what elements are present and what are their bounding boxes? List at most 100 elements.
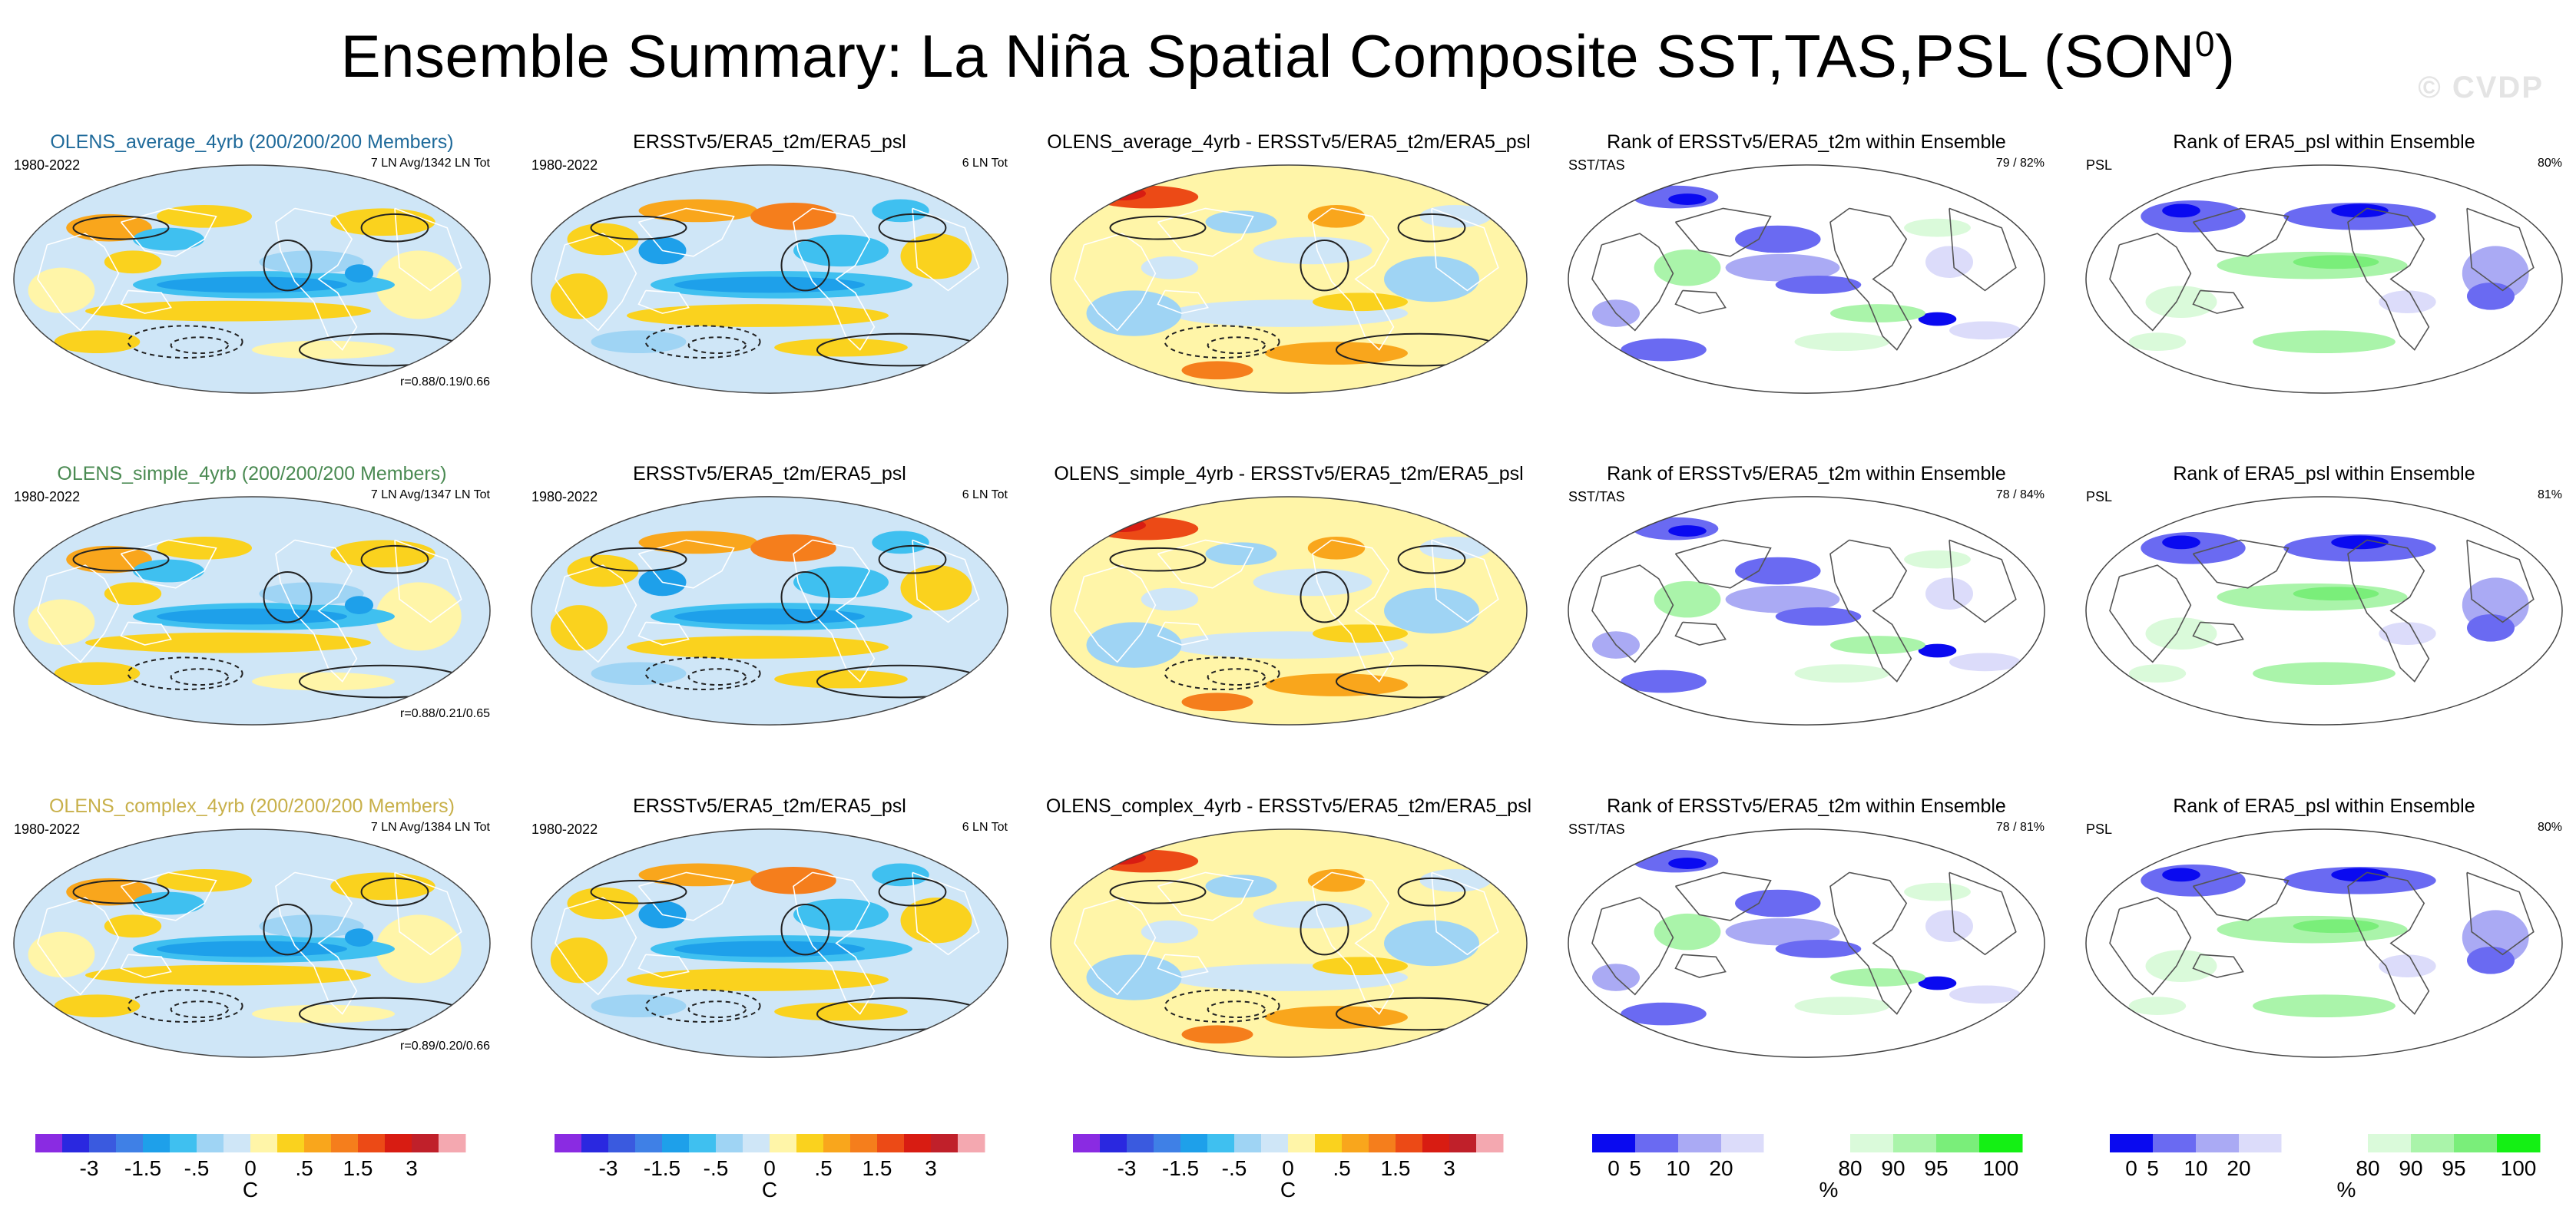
colorbar-swatch-2: [1100, 1134, 1127, 1152]
map-region-9: [2293, 919, 2379, 934]
map-region-7: [1918, 643, 1957, 658]
colorbar-swatch-15: [931, 1134, 959, 1152]
map-region-9: [1621, 338, 1707, 362]
map-region-12: [252, 1004, 395, 1023]
panel-title: OLENS_simple_4yrb (200/200/200 Members): [57, 463, 446, 484]
map-region-3: [1098, 851, 1146, 865]
map-fill: [1051, 829, 1527, 1057]
panel-right-label: 80%: [2538, 821, 2562, 834]
colorbar-unit-label: C: [1280, 1178, 1296, 1202]
coastline-3: [1674, 539, 1772, 589]
map-region-12: [1141, 920, 1199, 944]
coastline-5: [2466, 871, 2535, 956]
map-region-13: [2128, 997, 2187, 1016]
colorbar-swatch-8: [1893, 1134, 1937, 1152]
panel-footer-label: r=0.89/0.20/0.66: [400, 1040, 490, 1053]
colorbar-swatch-7: [1234, 1134, 1262, 1152]
colorbar-swatch-2: [1635, 1134, 1679, 1152]
map-border: [13, 828, 491, 1058]
map-border: [531, 496, 1008, 726]
colorbar-swatch-6: [1806, 1133, 1851, 1153]
map-region-9: [2293, 587, 2379, 601]
map-region-14: [1925, 577, 1973, 610]
colorbar-tick-label: -.5: [184, 1156, 210, 1180]
map-border: [2085, 496, 2563, 726]
colorbar-swatch-5: [1763, 1133, 1808, 1153]
coastline-3: [120, 539, 217, 589]
colorbar-tick-label: 5: [2147, 1156, 2159, 1180]
figure-title-close: ): [2214, 22, 2236, 90]
map-region-10: [900, 233, 972, 279]
colorbar-3: -3 -1.5 -.5 0 .5 1.5 3 C: [1073, 1134, 1504, 1202]
panel-title: OLENS_average_4yrb - ERSSTv5/ERA5_t2m/ER…: [1047, 131, 1530, 153]
map-region-3: [750, 867, 836, 894]
map-region-6: [1775, 607, 1862, 626]
map-region-3: [1098, 187, 1146, 201]
map-region-2: [1093, 517, 1199, 541]
coastline-4: [120, 954, 172, 978]
colorbar-swatch-1: [1592, 1134, 1636, 1152]
coastline-5: [1431, 871, 1499, 956]
psl-contour-6: [1397, 213, 1466, 243]
colorbar-swatch-6: [2324, 1133, 2369, 1153]
map-region-5: [627, 968, 889, 991]
colorbar-swatch-4: [1721, 1134, 1765, 1152]
panel-title: OLENS_complex_4yrb (200/200/200 Members): [49, 795, 455, 817]
map-region-3: [2162, 203, 2200, 218]
coastline-5: [2466, 207, 2535, 292]
map-region-11: [1654, 913, 1721, 951]
colorbar-swatch-14: [385, 1134, 412, 1152]
panel-r3-c5: Rank of ERA5_psl within Ensemble PSL 80%: [2085, 795, 2563, 1058]
map-region-7: [2467, 613, 2515, 642]
map-fill: [1051, 496, 1527, 725]
map-region-5: [1307, 204, 1366, 228]
map-region-3: [750, 203, 836, 230]
map-region-11: [1181, 693, 1253, 712]
map-region-13: [1419, 204, 1492, 228]
colorbar-swatch-16: [1476, 1134, 1504, 1152]
psl-contour-5: [590, 215, 687, 240]
coastline-4: [1674, 954, 1727, 978]
coastline-1: [1312, 207, 1395, 351]
colorbar-tick-label: .5: [814, 1156, 832, 1180]
map-region-9: [1621, 1002, 1707, 1026]
map-region-7: [2467, 946, 2515, 974]
map-region-12: [252, 340, 395, 359]
colorbar-swatch-10: [1315, 1134, 1343, 1152]
map-region-4: [1735, 225, 1821, 253]
colorbar-swatch-10: [277, 1134, 305, 1152]
panel-title: OLENS_average_4yrb (200/200/200 Members): [50, 131, 453, 153]
psl-contour-2: [687, 336, 747, 355]
panel-right-label: 78 / 84%: [1996, 488, 2045, 501]
coastline-3: [1157, 871, 1254, 921]
colorbar-swatch-16: [439, 1134, 466, 1152]
psl-contour-5: [72, 879, 170, 904]
psl-contour-3: [1300, 904, 1349, 956]
map-region-4: [567, 554, 639, 587]
psl-contour-2: [170, 668, 229, 686]
map-region-12: [2379, 290, 2436, 314]
coastline-2: [1074, 897, 1157, 996]
panel-left-label: PSL: [2086, 822, 2112, 837]
panel-r3-c3: OLENS_complex_4yrb - ERSSTv5/ERA5_t2m/ER…: [1046, 795, 1531, 1058]
psl-contour-3: [1300, 571, 1349, 623]
coastline-5: [912, 539, 980, 623]
coastline-1: [1829, 871, 1912, 1015]
psl-contour-6: [878, 213, 947, 243]
panel-r2-c3: OLENS_simple_4yrb - ERSSTv5/ERA5_t2m/ERA…: [1050, 463, 1528, 726]
colorbar-tick-label: 10: [1666, 1156, 1690, 1180]
map-fill: [2086, 164, 2562, 393]
map-region-11: [550, 937, 608, 984]
map-region-12: [774, 1002, 908, 1021]
coastline-3: [637, 207, 735, 257]
panel-right-label: 80%: [2538, 157, 2562, 170]
colorbar-swatch-3: [1127, 1134, 1154, 1152]
psl-contour-1: [127, 989, 243, 1023]
map-region-8: [793, 898, 889, 931]
colorbar-tick-label: 95: [1924, 1156, 1948, 1180]
colorbar-tick-label: 100: [1983, 1156, 2019, 1180]
coastline-2: [37, 897, 120, 996]
psl-contour-6: [1397, 877, 1466, 907]
colorbar-swatch-8: [223, 1134, 251, 1152]
map-region-6: [28, 599, 95, 646]
